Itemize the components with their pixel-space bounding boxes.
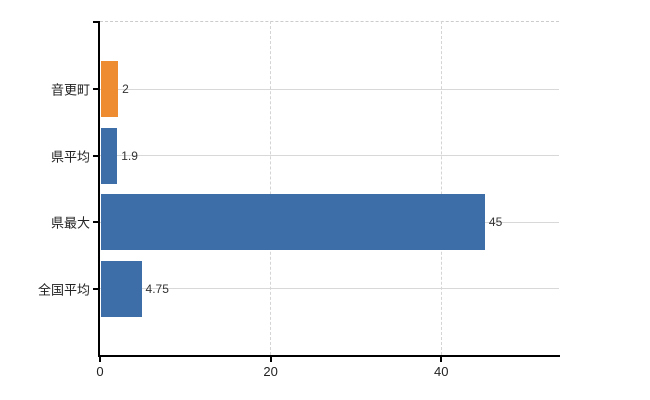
- category-gridline: [100, 155, 559, 156]
- category-label: 県平均: [50, 149, 90, 164]
- bar-value-label: 45: [488, 215, 503, 229]
- x-axis-tick: [99, 355, 101, 362]
- plot-top-border: [100, 21, 559, 22]
- x-gridline: [440, 21, 442, 355]
- bar-highlight: [101, 61, 119, 117]
- y-axis-top-tick: [93, 21, 100, 23]
- bar-value-label: 1.9: [121, 148, 138, 163]
- x-axis-tick: [440, 355, 443, 362]
- category-label: 全国平均: [37, 282, 90, 297]
- category-label: 県最大: [50, 215, 90, 231]
- x-tick-label: 0: [96, 364, 104, 379]
- x-axis: [98, 355, 560, 357]
- category-label: 音更町: [50, 82, 90, 98]
- x-gridline: [270, 21, 272, 355]
- category-gridline: [100, 288, 559, 289]
- x-tick-label: 20: [263, 364, 278, 379]
- category-gridline: [100, 88, 559, 90]
- x-axis-tick: [269, 355, 272, 362]
- bar-value-label: 2: [122, 82, 129, 96]
- y-axis: [98, 21, 100, 357]
- y-axis-tick: [93, 154, 100, 157]
- bar-series: [101, 194, 485, 250]
- x-tick-label: 40: [434, 364, 449, 379]
- y-axis-tick: [93, 88, 100, 90]
- bar-series: [101, 260, 142, 317]
- y-axis-tick: [93, 287, 100, 290]
- bar-series: [101, 127, 118, 184]
- bar-value-label: 4.75: [145, 281, 169, 296]
- y-axis-tick: [93, 221, 100, 223]
